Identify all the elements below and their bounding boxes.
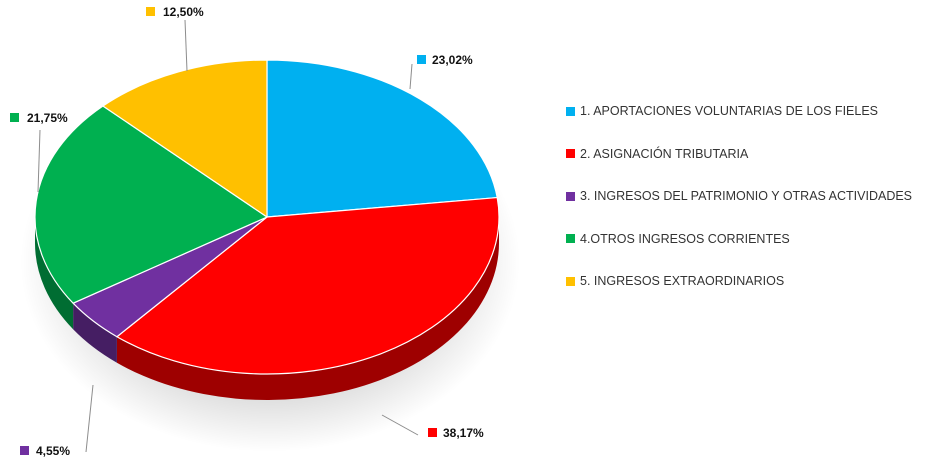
legend-swatch — [566, 276, 575, 286]
legend-item-4-otros-ingresos-corrientes: 4.OTROS INGRESOS CORRIENTES — [566, 230, 912, 248]
slice-2-asignacion-tributaria — [116, 196, 500, 375]
legend-swatch — [566, 191, 575, 201]
slice-side-2-asignacion-tributaria — [116, 217, 499, 400]
legend-swatch — [566, 149, 575, 158]
slice-side-4-otros-ingresos-corrientes — [35, 217, 74, 330]
data-label-5-ingresos-extraordinarios: 12,50% — [163, 5, 204, 19]
legend: 1. APORTACIONES VOLUNTARIAS DE LOS FIELE… — [566, 102, 912, 315]
data-label-4-otros-ingresos-corrientes: 21,75% — [27, 111, 68, 125]
legend-label: 4.OTROS INGRESOS CORRIENTES — [580, 231, 790, 246]
slice-1-aportaciones-voluntarias-de-los-fieles — [266, 59, 498, 218]
legend-label: 3. INGRESOS DEL PATRIMONIO Y OTRAS ACTIV… — [580, 189, 913, 203]
leader-line-4-otros-ingresos-corrientes — [37, 129, 41, 193]
legend-item-3-ingresos-del-patrimonio-y-otras-actividades: 3. INGRESOS DEL PATRIMONIO Y OTRAS ACTIV… — [566, 187, 912, 205]
data-label-2-asignacion-tributaria: 38,17% — [443, 426, 484, 440]
data-label-swatch-4-otros-ingresos-corrientes — [10, 113, 19, 122]
legend-swatch — [566, 106, 575, 116]
slice-4-otros-ingresos-corrientes — [34, 105, 268, 304]
legend-label: 1. APORTACIONES VOLUNTARIAS DE LOS FIELE… — [580, 104, 879, 118]
slice-side-3-ingresos-del-patrimonio-y-otras-actividades — [73, 303, 117, 363]
data-label-1-aportaciones-voluntarias-de-los-fieles: 23,02% — [432, 53, 473, 67]
data-label-swatch-1-aportaciones-voluntarias-de-los-fieles — [417, 55, 426, 64]
data-label-swatch-5-ingresos-extraordinarios — [146, 7, 155, 16]
leader-line-1-aportaciones-voluntarias-de-los-fieles — [409, 63, 413, 90]
slice-5-ingresos-extraordinarios — [102, 59, 268, 218]
leader-line-5-ingresos-extraordinarios — [184, 19, 188, 72]
data-label-swatch-3-ingresos-del-patrimonio-y-otras-actividades — [20, 446, 29, 455]
data-label-swatch-2-asignacion-tributaria — [428, 428, 437, 437]
leader-line-3-ingresos-del-patrimonio-y-otras-actividades — [85, 384, 94, 453]
legend-label: 2. ASIGNACIÓN TRIBUTARIA — [580, 146, 749, 161]
legend-label: 5. INGRESOS EXTRAORDINARIOS — [580, 274, 785, 288]
legend-item-5-ingresos-extraordinarios: 5. INGRESOS EXTRAORDINARIOS — [566, 272, 912, 290]
data-label-3-ingresos-del-patrimonio-y-otras-actividades: 4,55% — [36, 444, 70, 458]
legend-item-2-asignacion-tributaria: 2. ASIGNACIÓN TRIBUTARIA — [566, 145, 912, 163]
legend-item-1-aportaciones-voluntarias-de-los-fieles: 1. APORTACIONES VOLUNTARIAS DE LOS FIELE… — [566, 102, 912, 120]
leader-line-2-asignacion-tributaria — [381, 414, 419, 436]
legend-swatch — [566, 234, 575, 243]
